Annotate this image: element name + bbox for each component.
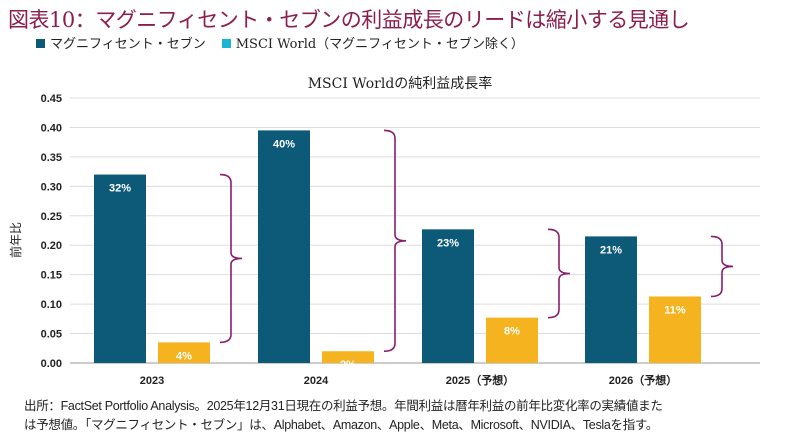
gap-brace: [383, 129, 407, 353]
bar-mag7: [258, 130, 310, 363]
legend-item-mag7: マグニフィセント・セブン: [36, 33, 206, 52]
data-label: 2%: [340, 359, 356, 371]
chart-title: MSCI Worldの純利益成長率: [308, 75, 493, 92]
y-tick-label: 0.40: [41, 122, 62, 134]
y-tick-label: 0.25: [41, 211, 62, 223]
y-tick-label: 0.00: [41, 358, 62, 370]
x-tick-label: 2024: [304, 375, 329, 387]
x-tick-label: 2023: [140, 375, 164, 387]
bar-mag7: [585, 236, 637, 363]
note-line: は予想値。「マグニフィセント・セブン」は、Alphabet、Amazon、App…: [24, 418, 659, 432]
y-tick-label: 0.05: [41, 329, 62, 341]
legend-item-msci: MSCI World（マグニフィセント・セブン除く）: [221, 33, 524, 52]
legend-swatch: [36, 39, 45, 48]
chart-title-banner: 図表10：マグニフィセント・セブンの利益成長のリードは縮小する見通し: [8, 8, 690, 32]
y-tick-label: 0.35: [41, 152, 62, 164]
legend-label: マグニフィセント・セブン: [50, 37, 206, 52]
data-label: 8%: [504, 326, 520, 338]
data-label: 4%: [176, 350, 192, 362]
gap-brace: [710, 235, 734, 298]
x-tick-label: 2025（予想）: [446, 373, 514, 387]
bar-msci: [486, 317, 538, 363]
bar-mag7: [94, 174, 146, 363]
legend-swatch: [221, 39, 231, 48]
bar-msci: [158, 342, 210, 363]
data-label: 40%: [273, 138, 295, 150]
data-label: 23%: [437, 237, 459, 249]
legend-label: MSCI World（マグニフィセント・セブン除く）: [235, 37, 524, 52]
source-note: 出所：FactSet Portfolio Analysis。2025年12月31…: [24, 397, 794, 435]
data-label: 32%: [109, 183, 131, 195]
bar-chart: MSCI Worldの純利益成長率 0.00 0.05 0.10 0.15 0.20 0.2…: [8, 75, 760, 387]
legend: マグニフィセント・セブン MSCI World（マグニフィセント・セブン除く）: [36, 33, 524, 52]
data-label: 11%: [664, 304, 686, 316]
bar-msci: [322, 351, 374, 363]
y-tick-label: 0.30: [41, 181, 62, 193]
y-tick-label: 0.45: [41, 93, 62, 105]
gap-brace: [219, 173, 243, 344]
y-axis-label: 前年比: [8, 222, 23, 258]
y-tick-label: 0.20: [41, 240, 62, 252]
x-tick-label: 2026（予想）: [609, 373, 677, 387]
y-tick-label: 0.10: [41, 299, 62, 311]
data-label: 21%: [600, 244, 622, 256]
y-tick-label: 0.15: [41, 270, 62, 282]
bar-msci: [649, 296, 701, 363]
bar-mag7: [422, 229, 474, 363]
note-line: 出所：FactSet Portfolio Analysis。2025年12月31…: [24, 399, 663, 413]
gap-brace: [547, 228, 571, 319]
